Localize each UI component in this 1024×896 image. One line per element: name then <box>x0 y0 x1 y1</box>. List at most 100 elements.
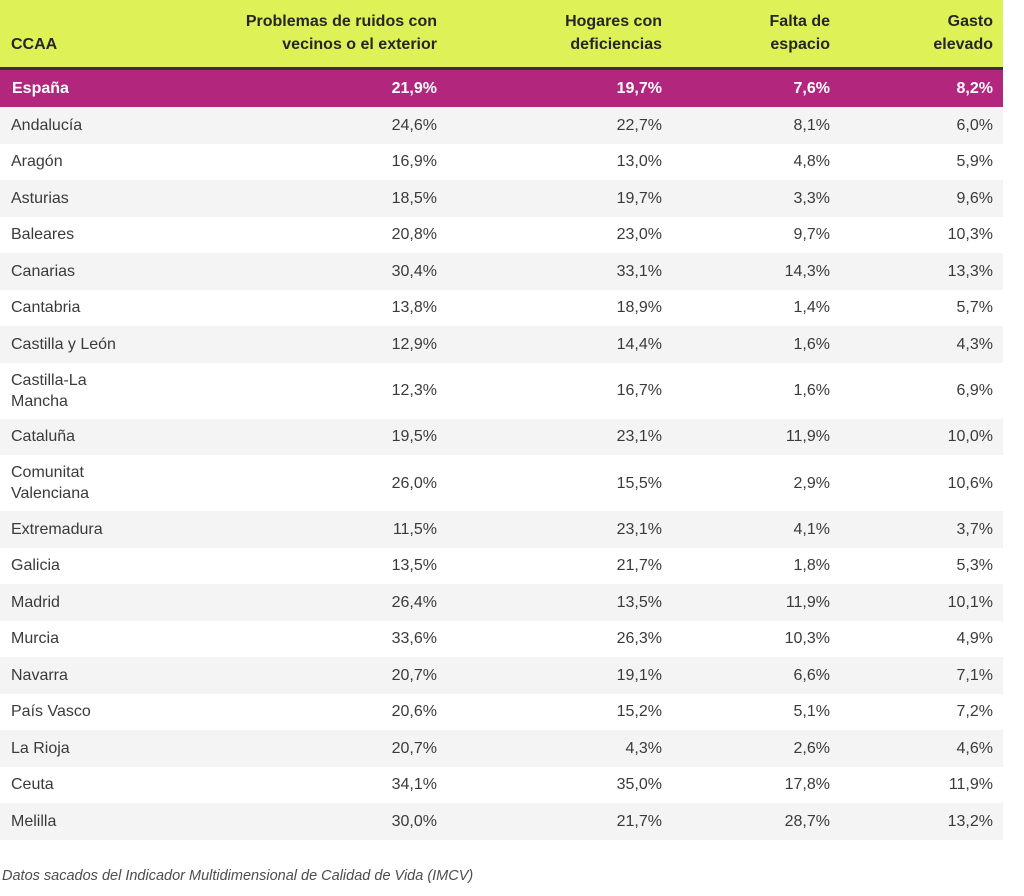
region-row: Cataluña 19,5% 23,1% 11,9% 10,0% <box>0 418 1003 455</box>
value-cell: 20,7% <box>180 730 437 767</box>
region-row: Melilla 30,0% 21,7% 28,7% 13,2% <box>0 803 1003 840</box>
value-cell: 22,7% <box>437 107 662 144</box>
region-row: Cantabria 13,8% 18,9% 1,4% 5,7% <box>0 289 1003 326</box>
column-header-espacio: Falta de espacio <box>662 0 830 70</box>
region-rows-section: Andalucía 24,6% 22,7% 8,1% 6,0% Aragón 16,9% 13… <box>0 107 1003 840</box>
region-name-cell: Melilla <box>0 803 180 840</box>
value-cell: 19,1% <box>437 657 662 694</box>
region-name: Castilla y León <box>11 335 116 353</box>
region-name-cell: Cantabria <box>0 289 180 326</box>
value-cell: 13,3% <box>830 253 1003 290</box>
value-cell: 18,9% <box>437 289 662 326</box>
spain-total-section: España 21,9% 19,7% 7,6% 8,2% <box>0 68 1003 107</box>
region-name: Extremadura <box>11 520 103 538</box>
value-cell: 15,2% <box>437 693 662 730</box>
region-name: La Rioja <box>11 739 70 757</box>
value-cell: 7,6% <box>662 68 830 107</box>
value-cell: 5,3% <box>830 547 1003 584</box>
value-cell: 30,4% <box>180 253 437 290</box>
region-name: Baleares <box>11 226 75 244</box>
column-header-ccaa: CCAA <box>0 0 180 70</box>
stats-table: CCAA Problemas de ruidos con vecinos o e… <box>0 0 1003 840</box>
region-row: Aragón 16,9% 13,0% 4,8% 5,9% <box>0 143 1003 180</box>
value-cell: 10,0% <box>830 418 1003 455</box>
value-cell: 5,1% <box>662 693 830 730</box>
region-name: País Vasco <box>11 703 91 721</box>
value-cell: 7,2% <box>830 693 1003 730</box>
region-name-cell: España <box>0 68 180 107</box>
region-name: Murcia <box>11 630 60 648</box>
region-name: Canarias <box>11 262 76 280</box>
region-name: Comunitat Valenciana <box>11 464 89 502</box>
region-row: Asturias 18,5% 19,7% 3,3% 9,6% <box>0 180 1003 217</box>
column-header-label: Falta de espacio <box>769 12 830 53</box>
column-header-label: CCAA <box>11 35 58 53</box>
region-row: Castilla-La Mancha 12,3% 16,7% 1,6% 6,9% <box>0 362 1003 419</box>
value-cell: 1,8% <box>662 547 830 584</box>
value-cell: 17,8% <box>662 766 830 803</box>
region-row: Baleares 20,8% 23,0% 9,7% 10,3% <box>0 216 1003 253</box>
value-cell: 21,9% <box>180 68 437 107</box>
region-name-cell: Murcia <box>0 620 180 657</box>
region-name-cell: Baleares <box>0 216 180 253</box>
region-name-cell: Cataluña <box>0 418 180 455</box>
value-cell: 21,7% <box>437 547 662 584</box>
region-row: La Rioja 20,7% 4,3% 2,6% 4,6% <box>0 730 1003 767</box>
value-cell: 11,9% <box>830 766 1003 803</box>
region-row: Canarias 30,4% 33,1% 14,3% 13,3% <box>0 253 1003 290</box>
value-cell: 6,9% <box>830 362 1003 419</box>
value-cell: 19,7% <box>437 180 662 217</box>
value-cell: 11,9% <box>662 584 830 621</box>
value-cell: 11,9% <box>662 418 830 455</box>
region-name-cell: Aragón <box>0 143 180 180</box>
value-cell: 4,1% <box>662 511 830 548</box>
region-row: Ceuta 34,1% 35,0% 17,8% 11,9% <box>0 766 1003 803</box>
value-cell: 23,1% <box>437 418 662 455</box>
value-cell: 24,6% <box>180 107 437 144</box>
value-cell: 10,1% <box>830 584 1003 621</box>
column-header-gasto: Gasto elevado <box>830 0 1003 70</box>
region-name-cell: Canarias <box>0 253 180 290</box>
region-name-cell: Andalucía <box>0 107 180 144</box>
value-cell: 7,1% <box>830 657 1003 694</box>
value-cell: 10,3% <box>662 620 830 657</box>
value-cell: 14,3% <box>662 253 830 290</box>
value-cell: 13,5% <box>437 584 662 621</box>
value-cell: 8,2% <box>830 68 1003 107</box>
value-cell: 26,3% <box>437 620 662 657</box>
value-cell: 10,6% <box>830 455 1003 511</box>
region-row: Galicia 13,5% 21,7% 1,8% 5,3% <box>0 547 1003 584</box>
value-cell: 12,3% <box>180 362 437 419</box>
value-cell: 3,3% <box>662 180 830 217</box>
value-cell: 8,1% <box>662 107 830 144</box>
column-header-label: Gasto elevado <box>933 12 993 53</box>
value-cell: 15,5% <box>437 455 662 511</box>
region-row: Andalucía 24,6% 22,7% 8,1% 6,0% <box>0 107 1003 144</box>
region-name: Madrid <box>11 593 60 611</box>
region-name-cell: Madrid <box>0 584 180 621</box>
region-name: Castilla-La Mancha <box>11 371 87 410</box>
region-name: Navarra <box>11 666 68 684</box>
region-name: Ceuta <box>11 776 54 794</box>
value-cell: 13,2% <box>830 803 1003 840</box>
value-cell: 2,9% <box>662 455 830 511</box>
value-cell: 5,9% <box>830 143 1003 180</box>
value-cell: 4,9% <box>830 620 1003 657</box>
region-row: País Vasco 20,6% 15,2% 5,1% 7,2% <box>0 693 1003 730</box>
value-cell: 20,7% <box>180 657 437 694</box>
value-cell: 13,0% <box>437 143 662 180</box>
value-cell: 19,5% <box>180 418 437 455</box>
value-cell: 26,4% <box>180 584 437 621</box>
region-name: Melilla <box>11 812 57 830</box>
region-name: España <box>12 79 69 97</box>
value-cell: 1,6% <box>662 326 830 363</box>
region-name-cell: País Vasco <box>0 693 180 730</box>
table-header: CCAA Problemas de ruidos con vecinos o e… <box>0 0 1003 70</box>
region-name: Galicia <box>11 557 60 575</box>
region-name-cell: Galicia <box>0 547 180 584</box>
region-row: Extremadura 11,5% 23,1% 4,1% 3,7% <box>0 511 1003 548</box>
value-cell: 3,7% <box>830 511 1003 548</box>
value-cell: 13,8% <box>180 289 437 326</box>
column-header-ruidos: Problemas de ruidos con vecinos o el ext… <box>180 0 437 70</box>
region-name-cell: Ceuta <box>0 766 180 803</box>
